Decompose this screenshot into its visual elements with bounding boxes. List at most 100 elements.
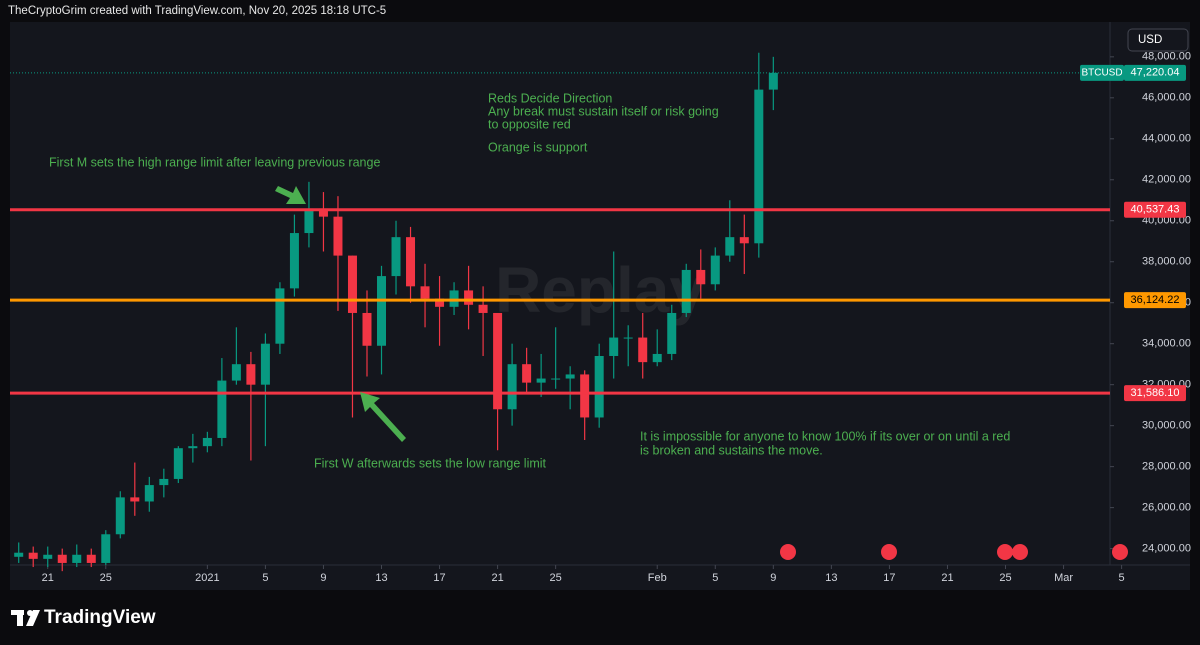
logo-part <box>26 610 40 626</box>
y-tick-label: 24,000.00 <box>1142 543 1191 555</box>
brand-name: TradingView <box>44 607 156 628</box>
y-tick-label: 26,000.00 <box>1142 502 1191 514</box>
candle-body <box>710 255 720 285</box>
x-tick-label: 5 <box>1119 572 1125 584</box>
candle-body <box>57 554 67 563</box>
annotation: to opposite red <box>488 117 571 131</box>
candle-body <box>202 437 212 447</box>
y-tick-label: 38,000.00 <box>1142 256 1191 268</box>
candle-body <box>652 353 662 363</box>
candle-body <box>318 208 328 217</box>
event-flag[interactable] <box>881 544 897 560</box>
candle-body <box>681 269 691 313</box>
candle-body <box>739 237 749 244</box>
candle-body <box>275 288 285 344</box>
currency-button[interactable] <box>1127 28 1189 52</box>
candle-body <box>159 478 169 486</box>
x-tick-label: 17 <box>883 572 895 584</box>
candle-body <box>667 312 677 354</box>
candle-body <box>449 290 459 307</box>
level-label: 40,537.43 <box>1131 204 1180 216</box>
x-tick-label: 17 <box>433 572 445 584</box>
event-flag[interactable] <box>997 544 1013 560</box>
y-tick-label: 48,000.00 <box>1142 51 1191 63</box>
candle-body <box>43 554 53 559</box>
currency-label: USD <box>1138 34 1162 46</box>
level-label: 31,586.10 <box>1131 387 1180 399</box>
y-tick-label: 28,000.00 <box>1142 461 1191 473</box>
x-tick-label: 21 <box>941 572 953 584</box>
candle-body <box>246 364 256 385</box>
candle-body <box>333 216 343 256</box>
candle-body <box>420 286 430 299</box>
candle-body <box>14 552 24 557</box>
y-tick-label: 42,000.00 <box>1142 174 1191 186</box>
logo-part <box>17 610 23 626</box>
candle-body <box>130 497 140 502</box>
candle-body <box>260 343 270 385</box>
level-label: 36,124.22 <box>1131 294 1180 306</box>
x-tick-label: 21 <box>42 572 54 584</box>
candle-body <box>507 364 517 410</box>
candle-body <box>493 312 503 410</box>
annotation: is broken and sustains the move. <box>640 443 823 457</box>
candle-body <box>231 364 241 381</box>
candle-body <box>391 237 401 277</box>
x-tick-label: Feb <box>648 572 667 584</box>
candle-body <box>594 355 604 418</box>
event-flag[interactable] <box>1012 544 1028 560</box>
level-label-box <box>1124 385 1186 402</box>
candle-body <box>478 304 488 313</box>
annotation: Any break must sustain itself or risk go… <box>488 104 719 118</box>
candle-body <box>72 554 82 563</box>
annotation: Orange is support <box>488 140 588 154</box>
candle-body <box>217 380 227 438</box>
level-label-box <box>1124 292 1186 309</box>
last-price-box <box>1124 64 1186 81</box>
header-text: TheCryptoGrim created with TradingView.c… <box>8 5 386 17</box>
arrow <box>360 392 406 442</box>
candle-body <box>173 448 183 479</box>
y-tick-label: 44,000.00 <box>1142 133 1191 145</box>
candle-body <box>725 237 735 256</box>
candle-body <box>551 378 561 380</box>
x-tick-label: 13 <box>375 572 387 584</box>
event-flag[interactable] <box>1112 544 1128 560</box>
candle-body <box>522 364 532 383</box>
candle-body <box>768 72 778 90</box>
level-label-box <box>1124 201 1186 218</box>
brand-logo <box>11 610 40 626</box>
candle-body <box>609 337 619 356</box>
candle-body <box>362 312 372 346</box>
symbol-box <box>1080 64 1124 81</box>
y-tick-label: 46,000.00 <box>1142 92 1191 104</box>
footer <box>0 590 1200 645</box>
candle-body <box>28 552 38 559</box>
x-tick-label: 9 <box>770 572 776 584</box>
candle-body <box>580 374 590 418</box>
x-tick-label: 9 <box>320 572 326 584</box>
annotation: It is impossible for anyone to know 100%… <box>640 429 1010 443</box>
candle-body <box>86 554 96 563</box>
candle-body <box>101 534 111 563</box>
candle-body <box>188 446 198 449</box>
annotation: First W afterwards sets the low range li… <box>314 456 547 470</box>
event-flag[interactable] <box>780 544 796 560</box>
candle-body <box>464 290 474 305</box>
candle-body <box>754 89 764 244</box>
candle-body <box>144 485 154 502</box>
symbol-label: BTCUSD <box>1081 67 1122 78</box>
candle-body <box>638 337 648 363</box>
x-tick-label: 13 <box>825 572 837 584</box>
chart-panel <box>10 22 1190 590</box>
candle-body <box>347 255 357 313</box>
y-tick-label: 30,000.00 <box>1142 420 1191 432</box>
candle-body <box>623 337 633 339</box>
x-tick-label: 2021 <box>195 572 219 584</box>
annotation: First M sets the high range limit after … <box>49 155 380 169</box>
x-tick-label: 5 <box>262 572 268 584</box>
event-flags <box>780 544 1128 560</box>
last-price-label: 47,220.04 <box>1131 67 1180 79</box>
y-tick-label: 34,000.00 <box>1142 338 1191 350</box>
plot: 24,000.0026,000.0028,000.0030,000.0032,0… <box>10 51 1191 584</box>
